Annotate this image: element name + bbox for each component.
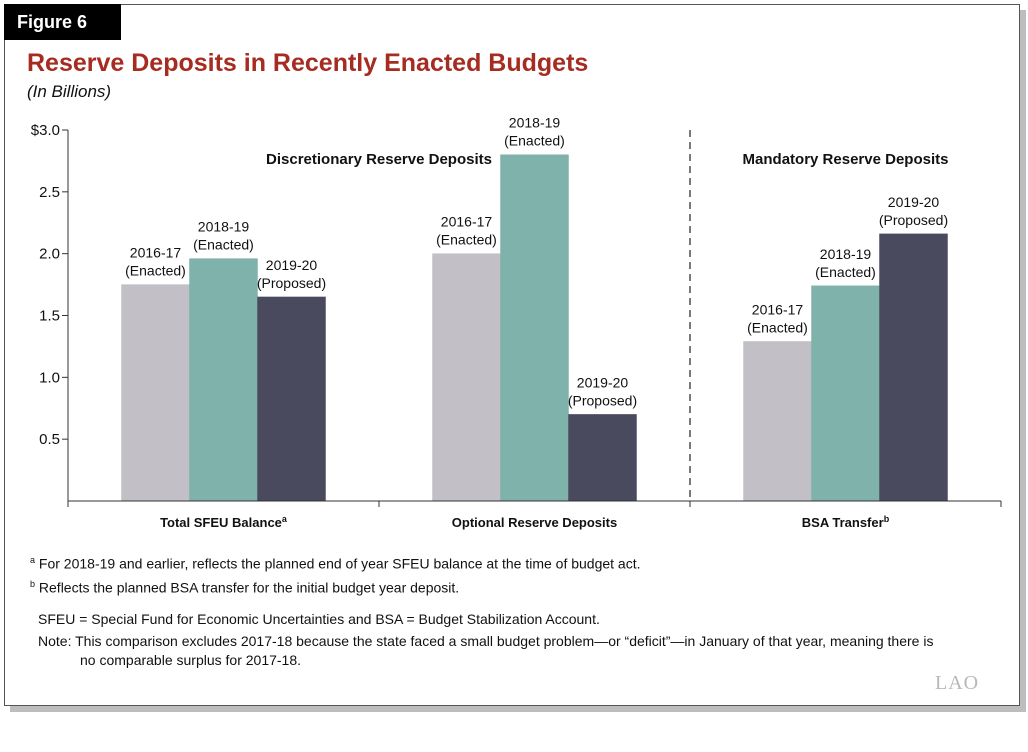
bar-label-status: (Proposed) — [879, 212, 948, 228]
category-label: Optional Reserve Deposits — [452, 515, 617, 530]
y-tick-label: 1.5 — [39, 308, 60, 325]
footnote-a-text: For 2018-19 and earlier, reflects the pl… — [38, 555, 641, 572]
bar-label-status: (Enacted) — [747, 319, 808, 335]
lao-logo: LAO — [935, 672, 980, 694]
category-superscript: a — [282, 514, 288, 524]
bar — [879, 233, 948, 502]
category-label: BSA Transferb — [802, 514, 890, 530]
chart-title: Reserve Deposits in Recently Enacted Bud… — [27, 49, 589, 77]
y-tick-label: $3.0 — [31, 122, 60, 139]
y-tick-label: 0.5 — [39, 431, 60, 448]
bar-label-year: 2019-20 — [266, 257, 318, 273]
footnote-a: a For 2018-19 and earlier, reflects the … — [30, 555, 641, 572]
footnote-b-text: Reflects the planned BSA transfer for th… — [38, 579, 460, 596]
bar — [811, 285, 880, 502]
bar-label-status: (Proposed) — [568, 392, 637, 408]
bar — [432, 253, 501, 502]
definitions: SFEU = Special Fund for Economic Uncerta… — [38, 611, 600, 627]
bar-label-year: 2016-17 — [441, 214, 493, 230]
category-label: Total SFEU Balancea — [160, 514, 288, 530]
note-continuation: no comparable surplus for 2017-18. — [80, 652, 302, 668]
bar — [257, 296, 326, 502]
footnote-b-marker: b — [30, 579, 36, 589]
bar-label-status: (Enacted) — [504, 133, 565, 149]
bar-label-year: 2019-20 — [577, 374, 629, 390]
bar-label-year: 2016-17 — [130, 245, 182, 261]
bar-label-status: (Enacted) — [193, 237, 254, 253]
chart-subtitle: (In Billions) — [27, 82, 112, 101]
bar-label-status: (Proposed) — [257, 275, 326, 291]
bar-label-status: (Enacted) — [815, 264, 876, 280]
bar — [743, 341, 812, 502]
figure-label: Figure 6 — [4, 4, 121, 40]
note-label: Note: — [38, 633, 72, 649]
bar-label-status: (Enacted) — [125, 263, 186, 279]
y-tick-label: 2.5 — [39, 184, 60, 201]
annotation-mandatory: Mandatory Reserve Deposits — [743, 151, 949, 168]
note-text: This comparison excludes 2017-18 because… — [75, 633, 934, 649]
bar — [121, 284, 190, 502]
bar-label-year: 2018-19 — [509, 115, 561, 131]
note: Note: This comparison excludes 2017-18 b… — [38, 632, 998, 670]
bar — [189, 258, 258, 502]
bar-label-year: 2018-19 — [820, 246, 872, 262]
footnote-a-marker: a — [30, 555, 36, 565]
bar — [568, 414, 637, 502]
bar-label-year: 2016-17 — [752, 301, 804, 317]
y-tick-label: 1.0 — [39, 369, 60, 386]
bar — [500, 154, 569, 502]
footnote-b: b Reflects the planned BSA transfer for … — [30, 579, 459, 596]
annotation-discretionary: Discretionary Reserve Deposits — [266, 151, 492, 168]
bar-label-year: 2019-20 — [888, 194, 940, 210]
bar-label-year: 2018-19 — [198, 219, 250, 235]
y-tick-label: 2.0 — [39, 246, 60, 263]
bar-label-status: (Enacted) — [436, 232, 497, 248]
category-superscript: b — [884, 514, 890, 524]
